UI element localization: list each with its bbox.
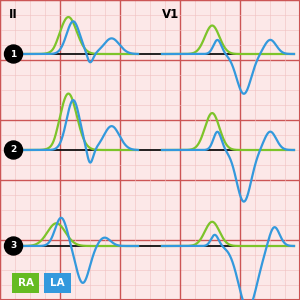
Text: LA: LA bbox=[50, 278, 64, 288]
Text: 1: 1 bbox=[11, 50, 16, 58]
FancyBboxPatch shape bbox=[44, 273, 70, 292]
Text: 2: 2 bbox=[11, 146, 16, 154]
Circle shape bbox=[4, 237, 22, 255]
Text: V1: V1 bbox=[162, 8, 179, 20]
Text: RA: RA bbox=[17, 278, 34, 288]
Circle shape bbox=[4, 45, 22, 63]
Circle shape bbox=[4, 141, 22, 159]
Text: II: II bbox=[9, 8, 18, 20]
FancyBboxPatch shape bbox=[12, 273, 39, 292]
Text: 3: 3 bbox=[11, 242, 16, 250]
